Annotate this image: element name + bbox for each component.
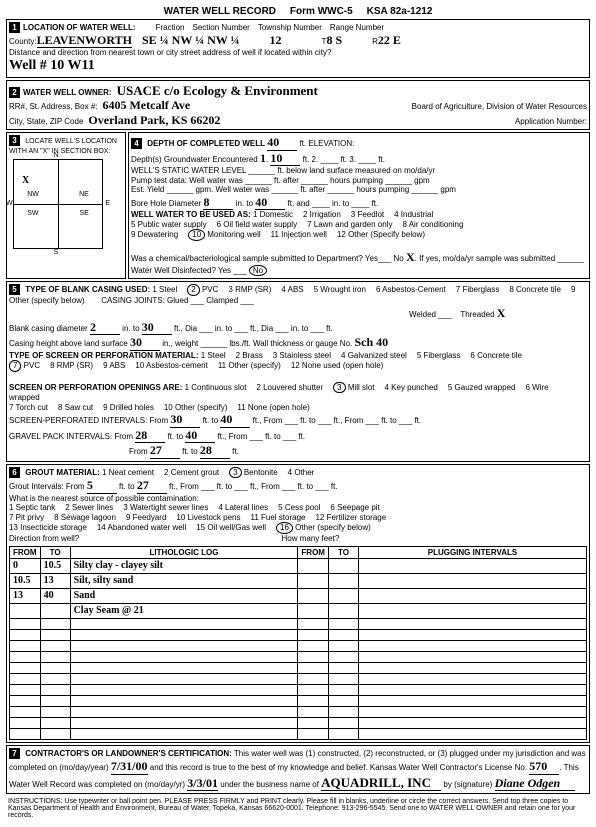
sec3-num: 3 [9, 135, 20, 146]
s1-label: LOCATION OF WATER WELL: [23, 23, 136, 33]
sec5-num: 5 [9, 284, 20, 295]
appnum: Application Number: [515, 117, 587, 127]
title: WATER WELL RECORD [164, 6, 276, 17]
addr: 6405 Metcalf Ave [102, 98, 190, 112]
sec4-num: 4 [131, 138, 142, 149]
log-table: FROMTOLITHOLOGIC LOGFROMTOPLUGGING INTER… [9, 546, 587, 741]
contams: 1 Septic tank2 Sewer lines3 Watertight s… [9, 503, 396, 532]
s4-label: DEPTH OF COMPLETED WELL [147, 139, 265, 148]
instructions: INSTRUCTIONS: Use typewriter or ball poi… [6, 796, 590, 821]
sec7-num: 7 [9, 748, 20, 759]
city-label: City, State, ZIP Code [9, 117, 83, 127]
sec2-num: 2 [9, 87, 20, 98]
grouts: 1 Neat cement2 Cement grout3 Bentonite4 … [102, 468, 324, 477]
depth: 40 [267, 135, 297, 150]
city: Overland Park, KS 66202 [88, 113, 220, 127]
s3-label: LOCATE WELL'S LOCATION WITH AN "X" IN SE… [9, 138, 117, 155]
s2-label: WATER WELL OWNER: [23, 88, 112, 98]
dist-label: Distance and direction from nearest town… [9, 48, 587, 58]
township: 8 S [326, 33, 342, 47]
fraction: SE ¼ NW ¼ NW ¼ [142, 33, 240, 47]
sec1-num: 1 [9, 22, 20, 33]
board: Board of Agriculture, Division of Water … [412, 102, 587, 112]
addr-label: RR#, St. Address, Box #: [9, 102, 97, 112]
ksa: KSA 82a-1212 [367, 6, 433, 17]
secnum: 12 [270, 33, 282, 47]
range: 22 E [378, 33, 401, 47]
sec6-num: 6 [9, 467, 20, 478]
form-num: Form WWC-5 [290, 6, 353, 17]
section-box: N S W E X NW NE SW SE [13, 159, 103, 249]
county: LEAVENWORTH [37, 33, 132, 48]
distance: Well # 10 W11 [9, 58, 587, 75]
disinfect-no: No [249, 265, 267, 277]
owner: USACE c/o Ecology & Environment [117, 83, 318, 99]
